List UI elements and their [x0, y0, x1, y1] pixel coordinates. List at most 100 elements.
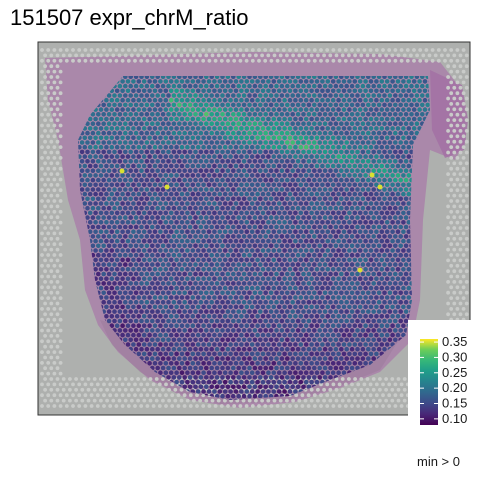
fiducial-spot — [250, 48, 255, 52]
expression-spot — [317, 215, 323, 220]
expression-spot — [271, 163, 277, 169]
expression-spot — [317, 83, 323, 89]
expression-spot — [144, 83, 150, 89]
expression-spot — [155, 328, 160, 333]
expression-spot — [190, 135, 196, 141]
expression-spot — [96, 271, 101, 277]
expression-spot — [249, 342, 255, 347]
expression-spot — [376, 112, 382, 117]
expression-spot — [209, 102, 214, 108]
expression-spot — [241, 130, 247, 136]
expression-spot — [260, 257, 266, 263]
expression-spot — [328, 281, 333, 286]
expression-spot — [263, 215, 269, 220]
expression-spot — [395, 229, 401, 234]
expression-spot — [220, 328, 225, 333]
fiducial-spot — [449, 307, 454, 311]
expression-spot — [320, 135, 325, 141]
expression-spot — [274, 328, 279, 333]
expression-spot — [241, 159, 247, 164]
expression-spot — [128, 271, 133, 277]
fiducial-spot — [328, 398, 333, 403]
expression-spot — [355, 281, 360, 286]
fiducial-spot — [40, 350, 44, 354]
expression-spot — [239, 97, 244, 103]
expression-spot — [112, 205, 117, 211]
expression-spot — [158, 88, 163, 94]
fiducial-spot — [461, 177, 466, 182]
expression-spot — [341, 248, 347, 253]
fiducial-spot — [43, 64, 47, 69]
expression-spot — [309, 173, 314, 178]
expression-spot — [147, 257, 152, 263]
expression-spot — [204, 318, 209, 324]
expression-spot — [339, 205, 344, 211]
expression-spot — [247, 271, 252, 277]
fiducial-spot — [80, 377, 85, 381]
expression-spot — [379, 295, 385, 300]
fiducial-spot — [49, 204, 54, 209]
expression-spot — [190, 154, 196, 159]
expression-spot — [217, 229, 223, 234]
expression-spot — [333, 187, 339, 192]
expression-spot — [155, 121, 160, 126]
expression-spot — [320, 126, 325, 131]
expression-spot — [382, 271, 387, 277]
expression-spot — [384, 107, 390, 112]
expression-spot — [204, 112, 209, 117]
expression-spot — [309, 88, 314, 94]
fiducial-spot — [182, 48, 187, 52]
expression-spot — [252, 234, 258, 239]
expression-spot — [285, 177, 290, 183]
expression-spot — [355, 140, 360, 145]
expression-spot — [93, 154, 98, 159]
expression-spot — [301, 328, 306, 333]
expression-spot — [239, 163, 244, 169]
expression-spot — [282, 116, 287, 122]
fiducial-spot — [46, 339, 51, 344]
expression-spot — [349, 252, 355, 258]
expression-spot — [241, 215, 247, 220]
fiducial-spot — [269, 48, 274, 52]
expression-spot — [268, 121, 274, 126]
expression-spot — [279, 271, 285, 277]
expression-spot — [395, 332, 401, 338]
expression-spot — [395, 220, 401, 225]
expression-spot — [144, 177, 150, 183]
expression-spot — [293, 257, 298, 263]
expression-spot — [239, 210, 244, 216]
expression-spot — [106, 243, 112, 249]
expression-spot — [239, 238, 244, 244]
expression-spot — [125, 173, 131, 178]
fiducial-spot — [139, 48, 144, 52]
expression-spot — [141, 323, 147, 329]
expression-spot — [366, 140, 371, 145]
fiducial-spot — [195, 404, 199, 408]
expression-spot — [114, 154, 120, 159]
fiducial-spot — [40, 134, 44, 139]
expression-spot — [387, 243, 393, 249]
expression-spot — [114, 285, 120, 291]
expression-spot — [244, 173, 250, 178]
expression-spot — [147, 201, 152, 206]
expression-spot — [225, 140, 231, 145]
expression-spot — [177, 271, 182, 277]
expression-spot — [185, 257, 190, 263]
expression-spot — [260, 154, 266, 159]
expression-spot — [171, 215, 177, 220]
expression-spot — [139, 168, 144, 173]
fiducial-spot — [216, 53, 221, 58]
expression-spot — [276, 173, 282, 178]
expression-spot — [198, 290, 204, 296]
expression-spot — [222, 285, 228, 291]
expression-spot — [233, 182, 239, 188]
expression-spot — [231, 112, 236, 117]
expression-spot — [206, 154, 212, 159]
fiducial-spot — [455, 274, 460, 279]
expression-spot — [168, 88, 174, 94]
fiducial-spot — [334, 398, 339, 403]
expression-spot — [144, 149, 150, 155]
expression-spot — [231, 309, 236, 314]
expression-spot — [382, 337, 387, 343]
expression-spot — [204, 187, 209, 192]
